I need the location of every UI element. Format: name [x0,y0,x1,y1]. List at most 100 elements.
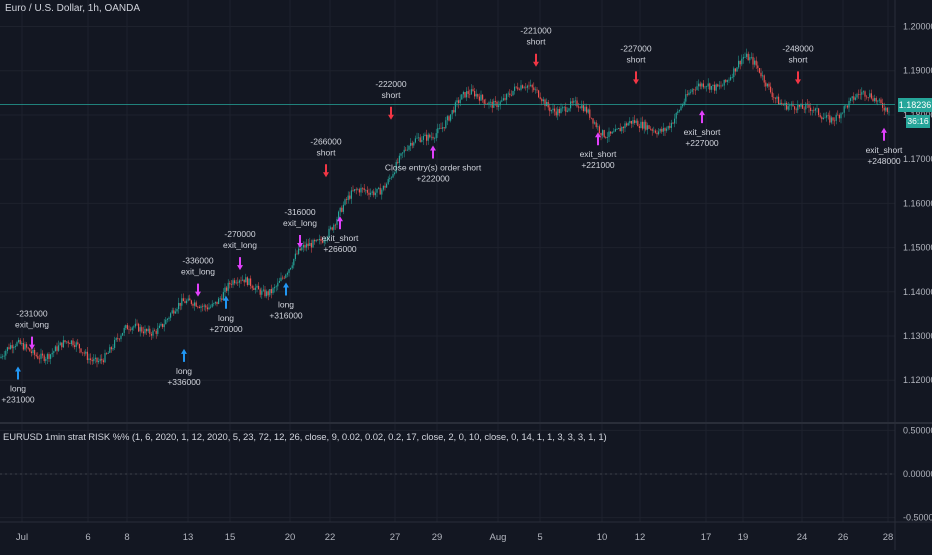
candle-body [213,303,215,304]
candle-body [126,325,128,330]
time-axis-label: 28 [883,532,894,543]
candle-body [728,79,730,81]
candle-body [58,345,60,351]
candle-body [746,53,748,57]
trade-marker [881,127,887,141]
candles-group [0,48,890,368]
candle-body [160,323,162,326]
trade-label: exit_short [684,127,721,137]
candle-body [771,92,773,98]
candle-body [56,346,58,351]
trade-arrow-up [430,145,436,159]
candle-body [107,352,109,354]
candle-body [715,84,717,91]
candle-body [48,354,50,359]
candle-body [336,218,338,225]
candle-body [603,130,605,138]
candle-body [883,107,885,111]
candle-body [579,107,581,109]
candle-body [298,248,300,254]
candle-body [861,92,863,95]
candle-body [237,282,239,284]
candle-body [414,138,416,143]
trade-label: exit_long [283,218,317,228]
candle-body [390,177,392,179]
candle-body [456,100,458,103]
trade-marker [323,164,329,178]
candle-body [443,127,445,129]
candle-body [362,187,364,189]
candle-body [520,85,522,90]
candle-body [555,111,557,116]
candle-body [662,128,664,132]
candle-body [323,240,325,243]
candle-body [795,109,797,111]
candle-body [784,102,786,106]
trade-label: long [278,300,294,310]
candle-body [677,111,679,114]
candle-body [370,192,372,195]
candle-body [123,327,125,333]
candle-body [77,342,79,344]
candle-body [157,327,159,334]
time-axis-label: Jul [16,532,28,543]
candle-body [96,357,98,363]
candle-body [285,274,287,278]
candle-body [347,195,349,200]
time-axis-label: 5 [537,532,542,543]
candle-body [186,300,188,304]
candle-body [466,91,468,98]
candle-body [355,189,357,190]
candle-body [392,174,394,178]
candle-body [232,280,234,285]
candle-body [778,96,780,105]
candle-body [330,227,332,229]
candle-body [467,91,469,94]
candle-body [38,358,40,360]
candle-body [554,108,556,112]
candle-body [32,350,34,354]
candle-body [46,354,48,359]
candle-body [754,60,756,65]
candle-body [453,110,455,113]
candle-body [578,106,580,108]
candle-body [878,99,880,101]
candle-body [398,155,400,163]
candle-body [854,97,856,100]
candle-body [669,126,671,128]
time-axis-label: 19 [738,532,749,543]
candle-body [635,120,637,123]
candle-body [5,350,7,356]
candle-body [885,107,887,111]
candle-body [730,77,732,80]
candle-body [446,116,448,121]
candle-body [13,346,15,349]
candle-body [403,149,405,153]
candle-body [835,114,837,121]
candle-body [643,121,645,129]
candle-body [594,122,596,124]
candle-body [680,106,682,111]
candle-body [584,106,586,112]
study-legend[interactable]: EURUSD 1min strat RISK %% (1, 6, 2020, 1… [3,432,607,443]
candle-body [258,285,260,290]
candle-body [685,94,687,102]
candle-body [250,278,252,286]
candle-body [672,122,674,124]
candle-body [430,136,432,138]
trade-marker [29,336,35,350]
time-axis-label: 29 [432,532,443,543]
candle-body [86,351,88,360]
candle-body [752,57,754,65]
candle-body [307,243,309,246]
symbol-title[interactable]: Euro / U.S. Dollar, 1h, OANDA [5,3,141,14]
candle-body [152,330,154,336]
candle-body [867,97,869,98]
candle-body [682,104,684,107]
candle-body [763,75,765,83]
candle-body [741,58,743,65]
candle-body [738,60,740,68]
candle-body [803,108,805,110]
